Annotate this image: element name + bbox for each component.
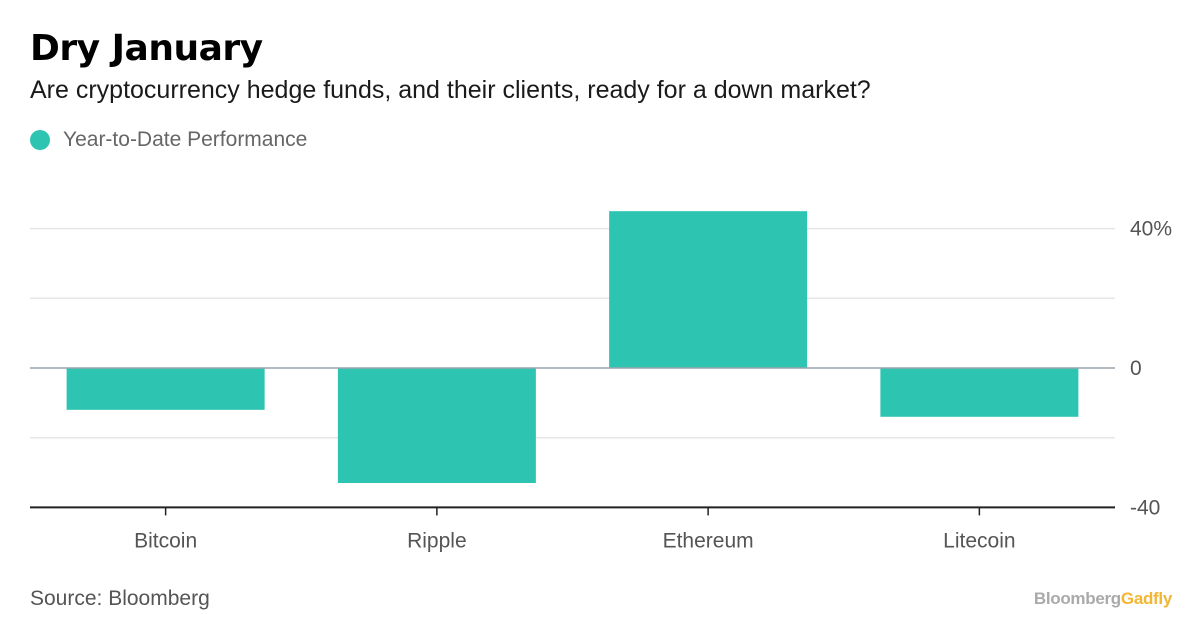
bars bbox=[66, 211, 1079, 484]
brand-logo: BloombergGadfly bbox=[1034, 589, 1172, 609]
brand-sub: Gadfly bbox=[1120, 589, 1172, 608]
y-tick-label: -40 bbox=[1130, 496, 1160, 519]
brand-name: Bloomberg bbox=[1033, 589, 1121, 608]
legend-label: Year-to-Date Performance bbox=[63, 128, 308, 151]
y-tick-label: 40% bbox=[1130, 218, 1172, 241]
category-labels: Bitcoin Ripple Ethereum Litecoin bbox=[134, 529, 1015, 552]
bar-litecoin bbox=[880, 368, 1079, 417]
category-label: Ethereum bbox=[663, 529, 754, 552]
legend: Year-to-Date Performance bbox=[30, 128, 307, 152]
category-label: Ripple bbox=[407, 529, 467, 552]
gridlines bbox=[30, 227, 1115, 439]
chart-title: Dry January bbox=[30, 28, 263, 69]
y-tick-labels: -40 0 40% bbox=[1130, 218, 1172, 520]
category-label: Litecoin bbox=[943, 529, 1015, 552]
chart-subtitle: Are cryptocurrency hedge funds, and thei… bbox=[30, 76, 871, 104]
bar-bitcoin bbox=[66, 368, 265, 410]
source-note: Source: Bloomberg bbox=[30, 587, 210, 610]
bar-ripple bbox=[337, 368, 536, 484]
legend-swatch bbox=[30, 130, 50, 150]
bar-ethereum bbox=[609, 211, 808, 368]
y-tick-label: 0 bbox=[1130, 357, 1142, 380]
x-axis bbox=[30, 506, 1115, 516]
category-label: Bitcoin bbox=[134, 529, 197, 552]
